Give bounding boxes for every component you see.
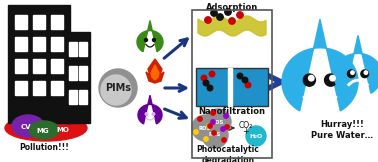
Circle shape [99, 69, 137, 107]
Circle shape [192, 115, 218, 141]
Circle shape [144, 39, 147, 41]
Circle shape [222, 138, 226, 142]
Ellipse shape [29, 121, 59, 139]
Circle shape [237, 73, 243, 79]
Bar [15, 37, 27, 51]
Circle shape [303, 74, 315, 86]
Circle shape [205, 109, 231, 135]
Bar [15, 59, 27, 73]
Bar [79, 66, 87, 80]
Bar [69, 42, 77, 56]
Circle shape [211, 120, 215, 124]
Circle shape [194, 130, 198, 134]
Circle shape [330, 75, 335, 81]
Circle shape [198, 117, 202, 121]
Circle shape [221, 127, 225, 131]
Circle shape [224, 114, 228, 118]
Bar [228, 68, 232, 106]
Circle shape [205, 17, 211, 23]
Bar [15, 81, 27, 95]
Bar [69, 90, 77, 104]
Circle shape [237, 12, 243, 18]
Polygon shape [138, 95, 162, 124]
Circle shape [204, 137, 208, 141]
Circle shape [212, 131, 216, 135]
Circle shape [208, 124, 212, 128]
Circle shape [325, 74, 337, 86]
Text: Hurray!!!
Pure Water…: Hurray!!! Pure Water… [311, 120, 373, 140]
Circle shape [207, 85, 213, 91]
Bar [51, 15, 63, 29]
Polygon shape [198, 16, 266, 36]
Circle shape [242, 77, 248, 83]
Bar [69, 66, 77, 80]
Bar [33, 81, 45, 95]
Circle shape [202, 122, 228, 148]
Ellipse shape [5, 115, 87, 141]
Text: ROS: ROS [199, 126, 211, 131]
Text: Pollution!!!: Pollution!!! [19, 144, 69, 152]
Text: CO₂: CO₂ [239, 121, 253, 129]
Circle shape [152, 113, 155, 115]
Polygon shape [66, 32, 90, 123]
Circle shape [351, 71, 354, 74]
Text: Nanofiltration: Nanofiltration [198, 108, 265, 116]
Text: ROS: ROS [212, 120, 224, 125]
Polygon shape [137, 21, 163, 52]
Bar [51, 37, 63, 51]
Text: CV: CV [21, 124, 31, 130]
Text: Photocatalytic
degradation: Photocatalytic degradation [197, 145, 259, 162]
Circle shape [203, 80, 209, 86]
Circle shape [364, 71, 368, 74]
Circle shape [145, 113, 148, 115]
Text: ROS: ROS [209, 133, 221, 138]
Circle shape [225, 125, 229, 129]
Circle shape [361, 70, 369, 78]
Ellipse shape [12, 115, 44, 137]
Bar [33, 37, 45, 51]
Circle shape [207, 124, 211, 128]
Circle shape [101, 75, 131, 105]
Circle shape [217, 14, 223, 20]
Bar [51, 59, 63, 73]
Circle shape [211, 10, 217, 16]
Bar [51, 81, 63, 95]
Circle shape [245, 82, 251, 88]
Circle shape [347, 70, 355, 78]
Text: +: + [243, 127, 249, 135]
Circle shape [225, 9, 231, 15]
Circle shape [211, 111, 215, 115]
Polygon shape [8, 5, 70, 123]
Text: MO: MO [57, 127, 70, 133]
Circle shape [229, 18, 235, 24]
Circle shape [308, 75, 314, 81]
Bar [33, 59, 45, 73]
Circle shape [201, 75, 207, 81]
Bar [79, 42, 87, 56]
Polygon shape [334, 35, 378, 93]
Bar [192, 10, 272, 158]
Bar [33, 15, 45, 29]
Text: H₂O: H₂O [249, 133, 263, 139]
Circle shape [246, 126, 266, 146]
Polygon shape [146, 59, 164, 83]
Bar [15, 15, 27, 29]
Text: MG: MG [37, 128, 49, 134]
Text: PIMs: PIMs [105, 83, 131, 93]
Polygon shape [282, 19, 358, 111]
Bar [196, 68, 268, 106]
Circle shape [209, 71, 215, 77]
Bar [79, 90, 87, 104]
Text: Adsorption: Adsorption [206, 4, 258, 12]
Polygon shape [151, 65, 159, 80]
Circle shape [152, 39, 155, 41]
